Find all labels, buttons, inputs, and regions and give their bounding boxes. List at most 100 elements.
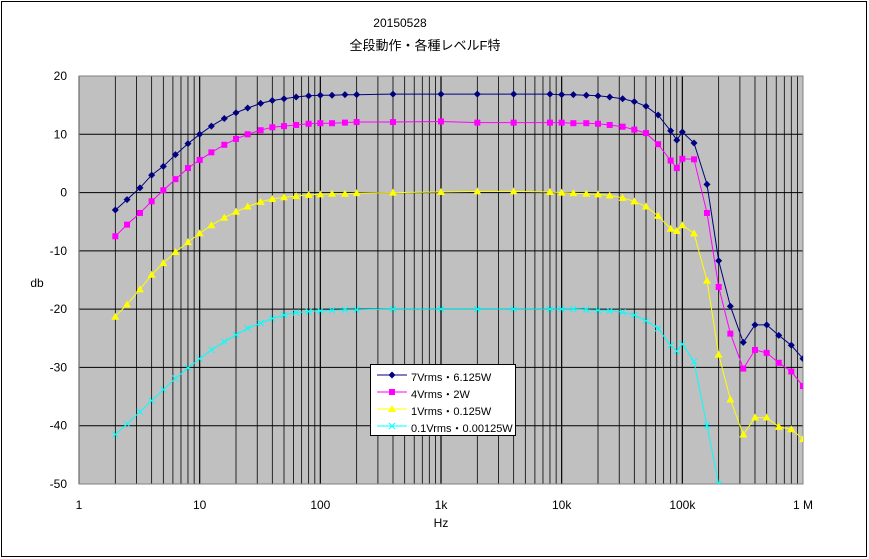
data-point bbox=[136, 184, 144, 192]
legend-item-0-1vrms: 0.1Vrms・0.00125W bbox=[375, 418, 515, 435]
data-point bbox=[195, 229, 204, 237]
data-point bbox=[763, 349, 770, 356]
y-axis-label: db bbox=[30, 276, 44, 290]
data-point bbox=[643, 130, 650, 137]
data-point bbox=[703, 180, 711, 188]
data-point bbox=[123, 196, 131, 204]
data-point bbox=[739, 338, 747, 346]
data-point bbox=[751, 321, 759, 329]
data-point bbox=[183, 238, 192, 246]
data-point bbox=[196, 355, 204, 363]
data-point bbox=[437, 90, 445, 98]
data-point bbox=[147, 270, 156, 278]
data-point bbox=[672, 227, 681, 235]
data-point bbox=[148, 198, 155, 205]
legend-swatch-marker bbox=[388, 405, 396, 412]
data-point bbox=[305, 120, 312, 127]
data-point bbox=[714, 350, 723, 358]
y-tick-label: -40 bbox=[50, 419, 68, 433]
data-point bbox=[582, 306, 590, 314]
data-point bbox=[655, 141, 662, 148]
data-point bbox=[172, 176, 179, 183]
data-point bbox=[304, 190, 313, 198]
data-point bbox=[208, 149, 215, 156]
data-point bbox=[654, 111, 662, 119]
legend-label-7vrms: 7Vrms・6.125W bbox=[411, 372, 492, 384]
data-point bbox=[437, 187, 445, 195]
data-point bbox=[232, 331, 240, 339]
data-point bbox=[545, 187, 554, 195]
data-point bbox=[268, 315, 276, 322]
legend-swatch-marker bbox=[388, 422, 396, 430]
data-point bbox=[642, 317, 650, 325]
data-point bbox=[268, 96, 276, 104]
data-point bbox=[739, 430, 748, 438]
data-point bbox=[751, 346, 758, 353]
data-point bbox=[305, 92, 313, 100]
data-point bbox=[388, 188, 397, 196]
data-point bbox=[619, 308, 626, 316]
data-point bbox=[473, 305, 481, 313]
data-point bbox=[160, 187, 167, 194]
data-point bbox=[244, 104, 252, 112]
data-point bbox=[293, 121, 300, 128]
data-point bbox=[787, 341, 795, 349]
data-point bbox=[678, 340, 686, 348]
chart-subtitle: 全段動作・各種レベルF特 bbox=[349, 38, 501, 53]
data-point bbox=[124, 221, 131, 228]
data-point bbox=[111, 206, 119, 214]
data-point bbox=[557, 188, 566, 196]
legend-swatch-0-1vrms bbox=[377, 422, 407, 430]
data-point bbox=[715, 480, 723, 484]
data-point bbox=[690, 358, 698, 365]
data-point bbox=[673, 347, 681, 355]
data-point bbox=[184, 165, 191, 172]
data-point bbox=[207, 221, 216, 229]
y-axis-ticks: 20 10 0 -10 -20 -30 -40 -50 bbox=[50, 69, 68, 491]
data-point bbox=[606, 121, 613, 128]
data-point bbox=[800, 383, 803, 390]
data-point bbox=[799, 355, 803, 363]
data-point bbox=[136, 209, 143, 216]
data-point bbox=[231, 207, 240, 215]
data-point bbox=[546, 119, 553, 126]
legend-item-1vrms: 1Vrms・0.125W bbox=[375, 401, 515, 418]
data-point bbox=[702, 276, 711, 284]
y-tick-label: 0 bbox=[60, 186, 67, 200]
data-point bbox=[148, 171, 156, 179]
series-group bbox=[111, 90, 803, 484]
data-point bbox=[606, 307, 614, 315]
data-point bbox=[256, 197, 265, 205]
data-point bbox=[642, 202, 651, 210]
data-point bbox=[546, 305, 554, 313]
data-point bbox=[678, 221, 687, 229]
data-point bbox=[352, 189, 361, 197]
data-point bbox=[594, 92, 602, 100]
series-2 bbox=[111, 187, 803, 443]
data-point bbox=[605, 191, 614, 199]
data-point bbox=[123, 300, 132, 308]
data-point bbox=[232, 109, 240, 117]
data-point bbox=[196, 130, 204, 138]
data-point bbox=[594, 120, 601, 127]
data-point bbox=[159, 386, 167, 393]
x-tick-label: 1k bbox=[435, 498, 449, 512]
y-tick-label: -20 bbox=[50, 302, 68, 316]
data-point bbox=[703, 209, 710, 216]
data-point bbox=[389, 90, 397, 98]
data-point bbox=[269, 124, 276, 131]
x-tick-label: 10k bbox=[552, 498, 572, 512]
legend-swatch-marker bbox=[388, 371, 396, 379]
x-tick-label: 100k bbox=[669, 498, 696, 512]
data-point bbox=[159, 162, 167, 170]
data-point bbox=[582, 189, 591, 197]
chart-title: 20150528 bbox=[373, 16, 427, 30]
data-point bbox=[353, 306, 361, 314]
data-point bbox=[667, 127, 675, 135]
data-point bbox=[111, 312, 120, 320]
data-point bbox=[135, 285, 144, 293]
data-point bbox=[630, 197, 639, 205]
legend-label-1vrms: 1Vrms・0.125W bbox=[411, 406, 492, 418]
data-point bbox=[726, 302, 734, 310]
